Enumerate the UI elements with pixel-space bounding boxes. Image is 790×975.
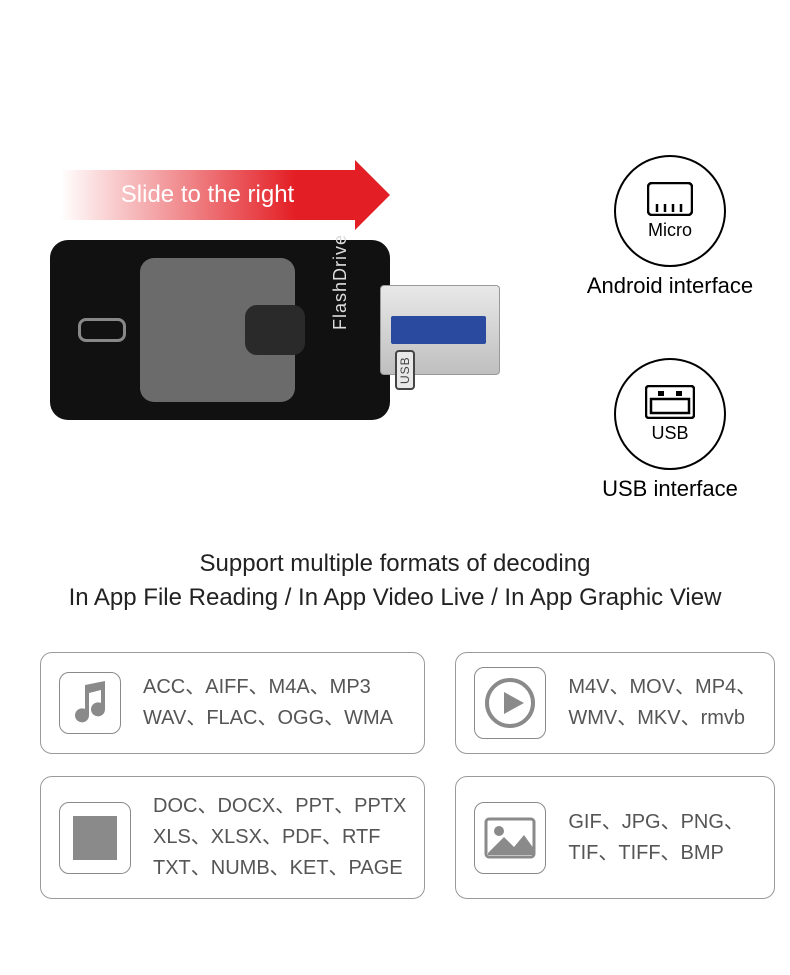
image-line-1: GIF、JPG、PNG、 bbox=[568, 807, 744, 838]
flash-drive-illustration: FlashDrive USB bbox=[50, 240, 490, 420]
drive-brand-text: FlashDrive bbox=[330, 234, 351, 330]
card-video: M4V、MOV、MP4、 WMV、MKV、rmvb bbox=[455, 652, 775, 754]
card-image-text: GIF、JPG、PNG、 TIF、TIFF、BMP bbox=[568, 807, 744, 869]
micro-caption: Android interface bbox=[560, 273, 780, 299]
card-audio-text: ACC、AIFF、M4A、MP3 WAV、FLAC、OGG、WMA bbox=[143, 672, 393, 734]
hero-section: Slide to the right FlashDrive USB Micro … bbox=[0, 0, 790, 520]
doc-line-3: TXT、NUMB、KET、PAGE bbox=[153, 853, 406, 884]
micro-icon-label: Micro bbox=[648, 220, 692, 241]
image-line-2: TIF、TIFF、BMP bbox=[568, 838, 744, 869]
card-doc-text: DOC、DOCX、PPT、PPTX XLS、XLSX、PDF、RTF TXT、N… bbox=[153, 791, 406, 884]
usb-icon: USB bbox=[614, 358, 726, 470]
doc-line-2: XLS、XLSX、PDF、RTF bbox=[153, 822, 406, 853]
slide-arrow: Slide to the right bbox=[60, 170, 390, 220]
slide-arrow-label: Slide to the right bbox=[60, 170, 355, 220]
music-note-icon bbox=[59, 672, 121, 734]
video-line-2: WMV、MKV、rmvb bbox=[568, 703, 756, 734]
card-image: GIF、JPG、PNG、 TIF、TIFF、BMP bbox=[455, 776, 775, 899]
format-grid: ACC、AIFF、M4A、MP3 WAV、FLAC、OGG、WMA M4V、MO… bbox=[40, 652, 750, 899]
usb-caption: USB interface bbox=[560, 476, 780, 502]
arrow-head-icon bbox=[355, 160, 390, 230]
interface-usb: USB USB interface bbox=[560, 358, 780, 502]
headings: Support multiple formats of decoding In … bbox=[0, 550, 790, 612]
card-video-text: M4V、MOV、MP4、 WMV、MKV、rmvb bbox=[568, 672, 756, 734]
heading-line2: In App File Reading / In App Video Live … bbox=[0, 584, 790, 612]
usb-badge: USB bbox=[395, 350, 415, 390]
card-doc: DOC、DOCX、PPT、PPTX XLS、XLSX、PDF、RTF TXT、N… bbox=[40, 776, 425, 899]
doc-line-1: DOC、DOCX、PPT、PPTX bbox=[153, 791, 406, 822]
audio-line-1: ACC、AIFF、M4A、MP3 bbox=[143, 672, 393, 703]
interface-micro: Micro Android interface bbox=[560, 155, 780, 299]
drive-thumb bbox=[245, 305, 305, 355]
audio-line-2: WAV、FLAC、OGG、WMA bbox=[143, 703, 393, 734]
document-icon bbox=[59, 802, 131, 874]
heading-line1: Support multiple formats of decoding bbox=[0, 550, 790, 578]
usb-icon-label: USB bbox=[651, 423, 688, 444]
card-audio: ACC、AIFF、M4A、MP3 WAV、FLAC、OGG、WMA bbox=[40, 652, 425, 754]
micro-icon: Micro bbox=[614, 155, 726, 267]
play-icon bbox=[474, 667, 546, 739]
video-line-1: M4V、MOV、MP4、 bbox=[568, 672, 756, 703]
drive-slot-icon bbox=[78, 318, 126, 342]
square-icon bbox=[73, 816, 117, 860]
picture-icon bbox=[474, 802, 546, 874]
